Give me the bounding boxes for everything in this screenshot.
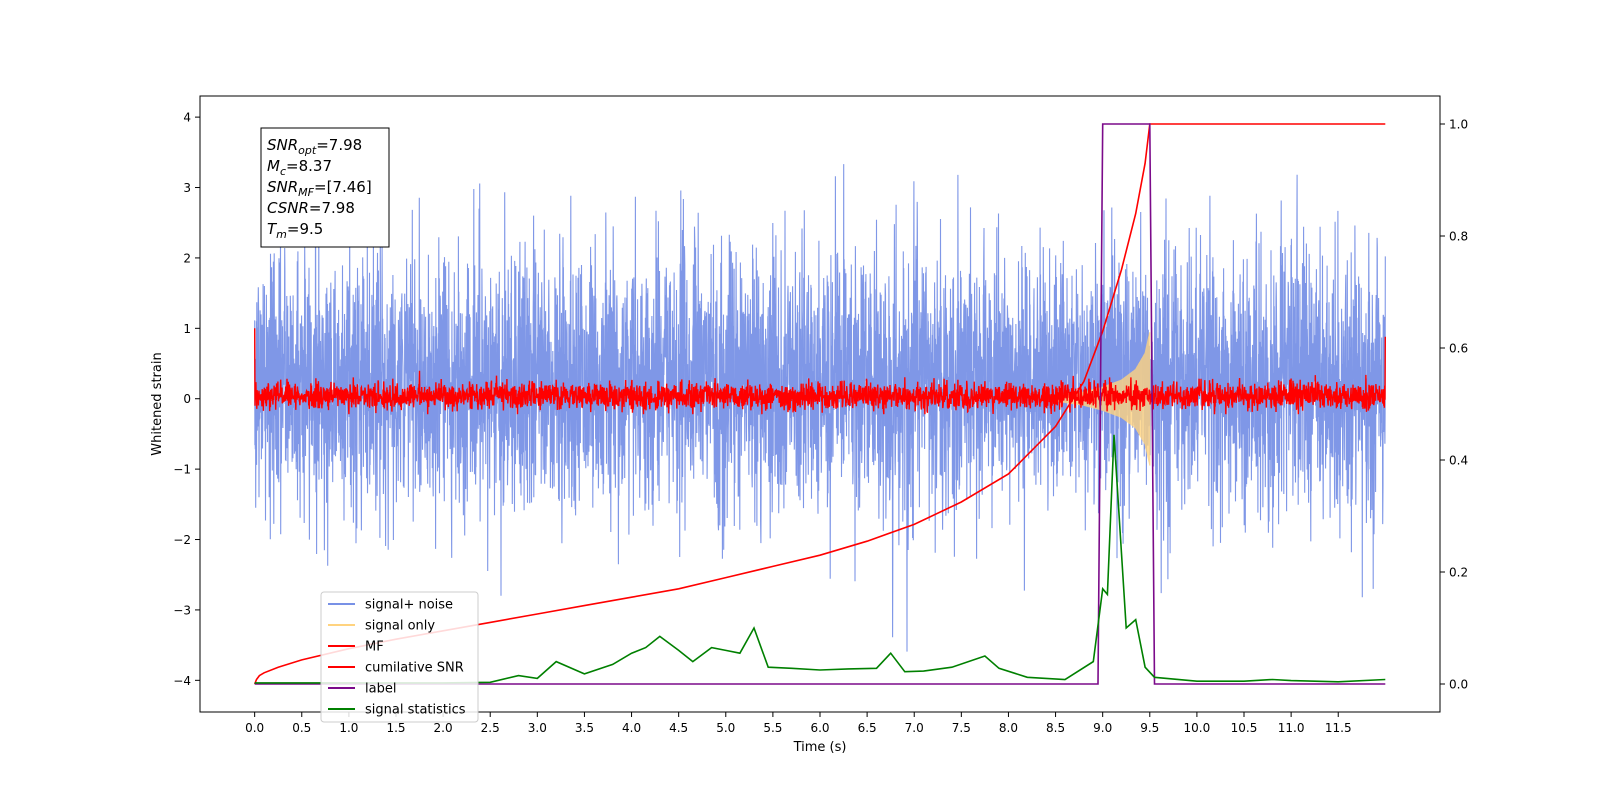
y-axis-right: 0.0 0.2 0.4 0.6 0.8 1.0	[1440, 118, 1468, 692]
annotation-line: SNRMF=[7.46]	[267, 178, 372, 199]
x-tick-label: 11.0	[1278, 721, 1305, 735]
annotation-value: =[7.46]	[314, 178, 372, 196]
series-mf-line	[254, 328, 1386, 415]
annotation-line: CSNR=7.98	[267, 199, 355, 217]
x-tick-label: 8.5	[1046, 721, 1065, 735]
annotation-frame	[260, 127, 390, 248]
plot-area	[253, 123, 1386, 685]
x-tick-label: 7.0	[905, 721, 924, 735]
annotation-line: Mc=8.37	[267, 157, 332, 178]
series-signal-noise-line	[254, 164, 1386, 652]
x-tick-label: 7.5	[952, 721, 971, 735]
x-tick-label: 3.5	[575, 721, 594, 735]
annotation-line: Tm=9.5	[267, 220, 323, 241]
x-tick-label: 0.5	[292, 721, 311, 735]
annotation-value: =9.5	[287, 220, 323, 238]
y2-tick-label: 0.4	[1449, 454, 1468, 468]
annotation-value: =7.98	[309, 199, 355, 217]
annotation-subscript: c	[280, 165, 286, 178]
x-tick-label: 0.0	[245, 721, 264, 735]
y-tick-label: −2	[173, 533, 191, 547]
x-tick-label: 9.0	[1093, 721, 1112, 735]
x-tick-label: 10.5	[1231, 721, 1258, 735]
y2-tick-label: 0.6	[1449, 342, 1468, 356]
x-tick-label: 4.5	[669, 721, 688, 735]
y2-tick-label: 0.8	[1449, 230, 1468, 244]
annotation-symbol: SNR	[267, 136, 298, 154]
y-tick-label: 3	[183, 181, 191, 195]
legend-label: signal only	[365, 619, 435, 634]
x-tick-label: 9.5	[1140, 721, 1159, 735]
y2-tick-label: 1.0	[1449, 118, 1468, 132]
series-signal-only-line	[1055, 332, 1151, 466]
annotation-line: SNRopt=7.98	[267, 136, 362, 157]
annotation-symbol: T	[267, 220, 278, 238]
y-tick-label: −1	[173, 463, 191, 477]
legend-frame	[320, 591, 479, 723]
y-tick-label: −4	[173, 674, 191, 688]
y2-tick-label: 0.0	[1449, 678, 1468, 692]
annotation-value: =8.37	[286, 157, 332, 175]
y2-tick-label: 0.2	[1449, 566, 1468, 580]
annotation-box: SNRopt=7.98Mc=8.37SNRMF=[7.46]CSNR=7.98T…	[260, 127, 390, 248]
annotation-subscript: opt	[298, 144, 317, 157]
y-tick-label: 4	[183, 111, 191, 125]
x-tick-label: 6.5	[858, 721, 877, 735]
x-tick-label: 11.5	[1325, 721, 1352, 735]
x-tick-label: 5.5	[763, 721, 782, 735]
x-tick-label: 2.0	[434, 721, 453, 735]
legend: signal+ noise signal only MF cumilative SNR…	[320, 591, 479, 723]
x-tick-label: 2.5	[481, 721, 500, 735]
legend-label: signal statistics	[365, 703, 466, 718]
annotation-symbol: SNR	[267, 178, 298, 196]
series-cumulative-snr-line	[253, 123, 1386, 685]
x-tick-label: 6.0	[810, 721, 829, 735]
x-tick-label: 1.0	[339, 721, 358, 735]
x-tick-label: 1.5	[386, 721, 405, 735]
x-axis-label: Time (s)	[793, 740, 847, 755]
y-axis-left: −4 −3 −2 −1 0 1 2 3 4	[173, 111, 200, 688]
legend-label: MF	[365, 640, 384, 655]
annotation-symbol: M	[267, 157, 280, 175]
x-tick-label: 10.0	[1184, 721, 1211, 735]
annotation-symbol: CSNR	[267, 199, 309, 217]
series-label-line	[254, 123, 1386, 685]
y-tick-label: −3	[173, 603, 191, 617]
y-tick-label: 1	[183, 322, 191, 336]
annotation-subscript: MF	[298, 186, 314, 199]
y-axis-label: Whitened strain	[150, 352, 165, 455]
legend-label: label	[365, 682, 396, 697]
y-tick-label: 0	[183, 392, 191, 406]
x-tick-label: 4.0	[622, 721, 641, 735]
series-signal-statistics-line	[254, 434, 1386, 684]
x-tick-label: 3.0	[528, 721, 547, 735]
y-tick-label: 2	[183, 251, 191, 265]
x-tick-label: 5.0	[716, 721, 735, 735]
x-axis: 0.0 0.5 1.0 1.5 2.0 2.5 3.0 3.5 4.0 4.5 5.0 5.5 6.0 6…	[245, 712, 1352, 735]
legend-label: cumilative SNR	[365, 661, 464, 676]
annotation-subscript: m	[276, 228, 287, 241]
x-tick-label: 8.0	[999, 721, 1018, 735]
annotation-value: =7.98	[316, 136, 362, 154]
legend-label: signal+ noise	[365, 598, 453, 613]
